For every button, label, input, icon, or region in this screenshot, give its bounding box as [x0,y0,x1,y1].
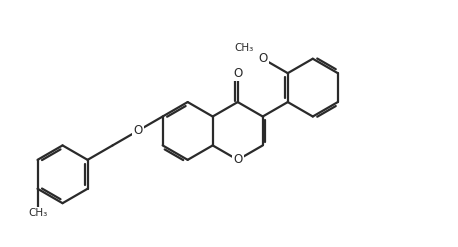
Text: O: O [133,124,142,138]
Text: O: O [233,153,242,166]
Text: O: O [258,52,267,65]
Text: CH₃: CH₃ [234,43,254,53]
Text: O: O [233,67,242,80]
Text: CH₃: CH₃ [28,208,47,218]
